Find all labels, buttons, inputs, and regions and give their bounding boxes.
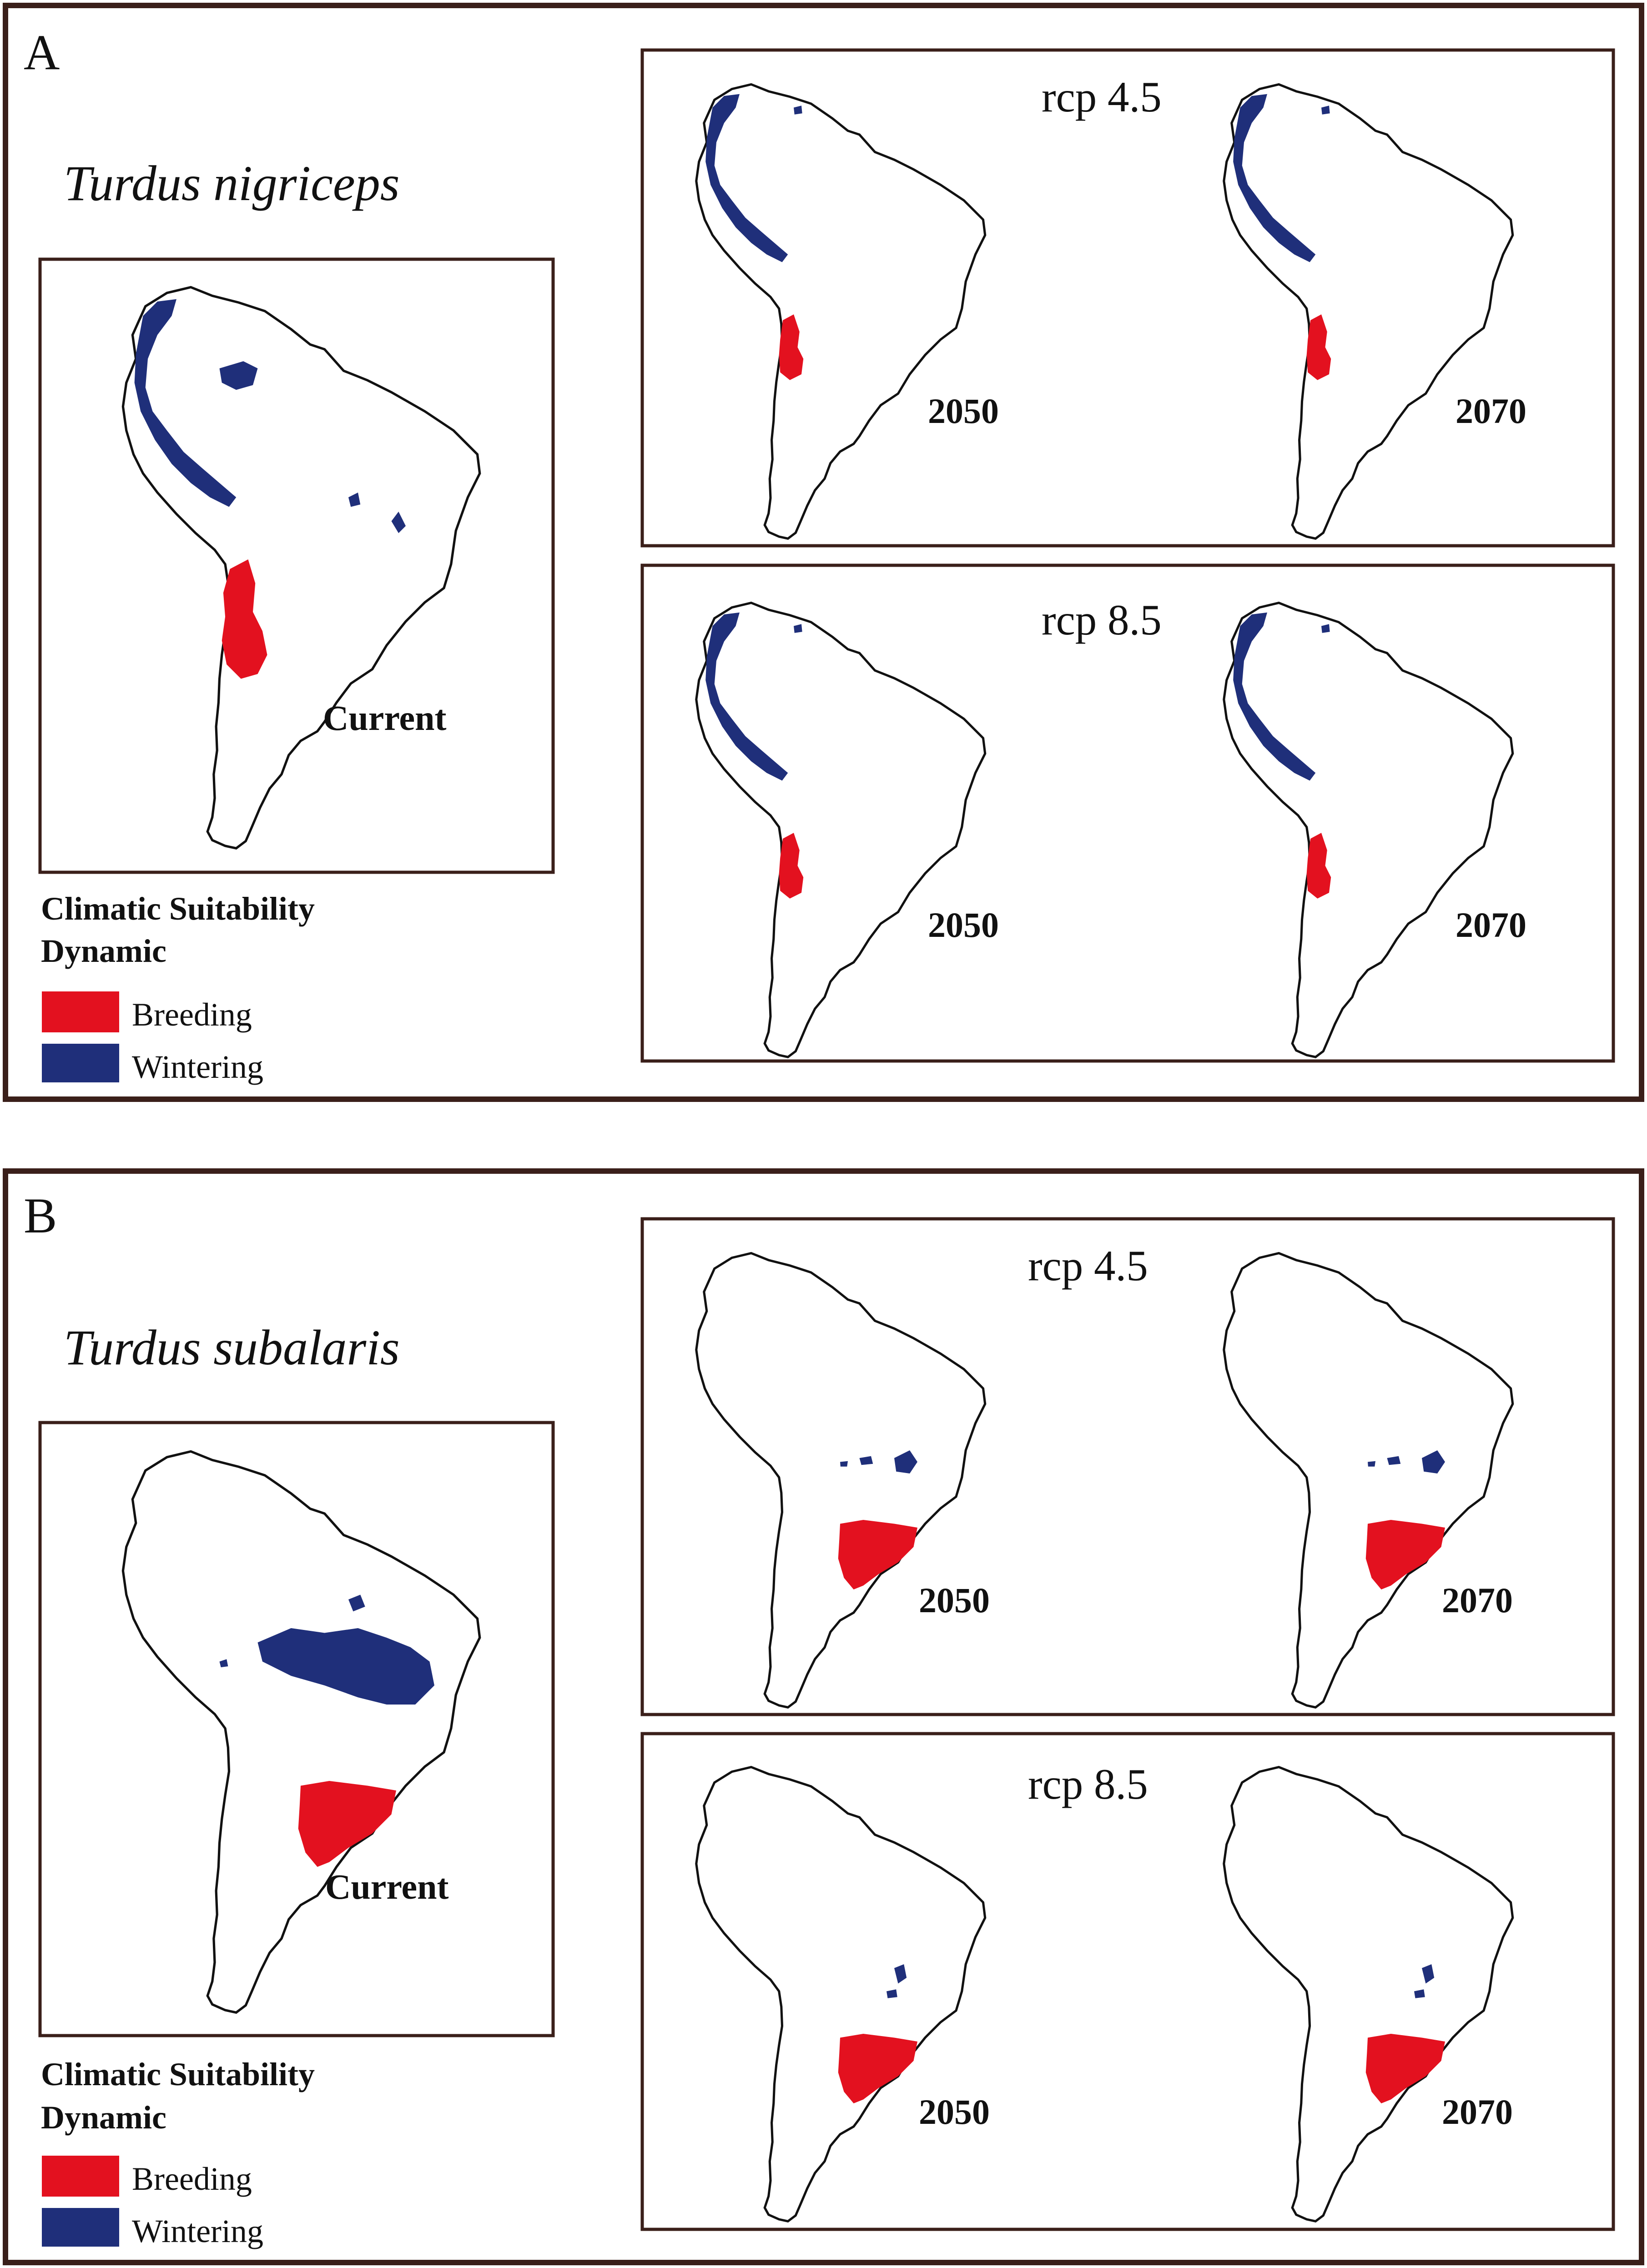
legend-title-line2: Dynamic	[41, 933, 166, 969]
legend-label-wintering: Wintering	[132, 1049, 263, 1085]
current-label: Current	[325, 1867, 449, 1906]
panel-letter: B	[24, 1188, 57, 1243]
legend-title-line2: Dynamic	[41, 2099, 166, 2136]
panel-b: B Turdus subalaris Current Climatic Suit…	[3, 1168, 1644, 2265]
legend: Climatic Suitability Dynamic Breeding Wi…	[41, 2056, 315, 2249]
scenario-label: rcp 4.5	[1028, 1242, 1148, 1290]
legend: Climatic Suitability Dynamic Breeding Wi…	[41, 890, 315, 1085]
year-label: 2070	[1456, 391, 1526, 431]
scenario-rcp85: rcp 8.5 2050 2070	[640, 563, 1615, 1063]
legend-swatch-breeding	[42, 2156, 119, 2197]
year-label: 2050	[919, 2092, 990, 2132]
scenario-rcp45: rcp 4.5 2050 2070	[640, 1217, 1615, 1716]
year-label: 2050	[928, 391, 999, 431]
scenario-label: rcp 8.5	[1042, 596, 1162, 644]
legend-label-wintering: Wintering	[132, 2213, 263, 2249]
year-label: 2070	[1442, 2092, 1513, 2132]
scenario-rcp85: rcp 8.5 2050 2070	[640, 1732, 1615, 2231]
current-label: Current	[323, 698, 447, 738]
species-name: Turdus subalaris	[64, 1320, 400, 1375]
scenario-label: rcp 8.5	[1028, 1760, 1148, 1808]
year-label: 2070	[1442, 1580, 1513, 1620]
panel-a: A Turdus nigriceps Current Climatic Suit…	[3, 3, 1644, 1102]
legend-title-line1: Climatic Suitability	[41, 890, 315, 927]
current-map: Current	[38, 257, 555, 874]
panel-letter: A	[24, 25, 60, 80]
species-name: Turdus nigriceps	[64, 156, 400, 211]
legend-swatch-breeding	[42, 991, 119, 1032]
year-label: 2050	[919, 1580, 990, 1620]
legend-swatch-wintering	[42, 2208, 119, 2247]
legend-swatch-wintering	[42, 1044, 119, 1082]
legend-label-breeding: Breeding	[132, 2161, 252, 2197]
year-label: 2050	[928, 905, 999, 945]
panel-b-frame	[3, 1168, 1644, 2265]
year-label: 2070	[1456, 905, 1526, 945]
scenario-label: rcp 4.5	[1042, 73, 1162, 121]
scenario-rcp45: rcp 4.5 2050 2070	[640, 48, 1615, 548]
current-map: Current	[38, 1421, 555, 2037]
panel-a-frame	[3, 3, 1644, 1102]
legend-label-breeding: Breeding	[132, 996, 252, 1033]
legend-title-line1: Climatic Suitability	[41, 2056, 315, 2092]
